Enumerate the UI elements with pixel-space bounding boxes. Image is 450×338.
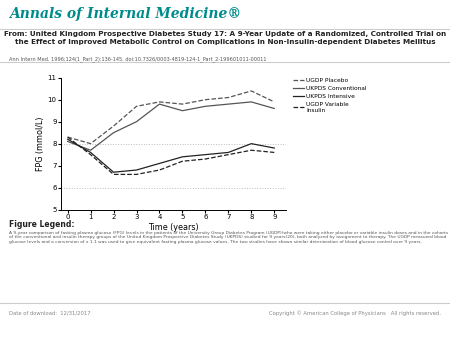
Y-axis label: FPG (mmol/L): FPG (mmol/L) [36,116,45,171]
Legend: UGDP Placebo, UKPDS Conventional, UKPDS Intensive, UGDP Variable
Insulin: UGDP Placebo, UKPDS Conventional, UKPDS … [293,78,366,113]
Text: From: United Kingdom Prospective Diabetes Study 17: A 9-Year Update of a Randomi: From: United Kingdom Prospective Diabete… [4,31,446,45]
Text: Figure Legend:: Figure Legend: [9,220,75,230]
Text: A 9-year comparison of fasting plasma glucose (FPG) levels in the patients of th: A 9-year comparison of fasting plasma gl… [9,231,448,244]
Text: Ann Intern Med. 1996;124(1_Part_2):136-145. doi:10.7326/0003-4819-124-1_Part_2-1: Ann Intern Med. 1996;124(1_Part_2):136-1… [9,56,266,62]
X-axis label: Time (years): Time (years) [148,222,198,232]
Text: Copyright © American College of Physicians   All rights reserved.: Copyright © American College of Physicia… [269,310,441,316]
Text: Annals of Internal Medicine®: Annals of Internal Medicine® [9,7,241,21]
Text: Date of download:  12/31/2017: Date of download: 12/31/2017 [9,310,90,315]
